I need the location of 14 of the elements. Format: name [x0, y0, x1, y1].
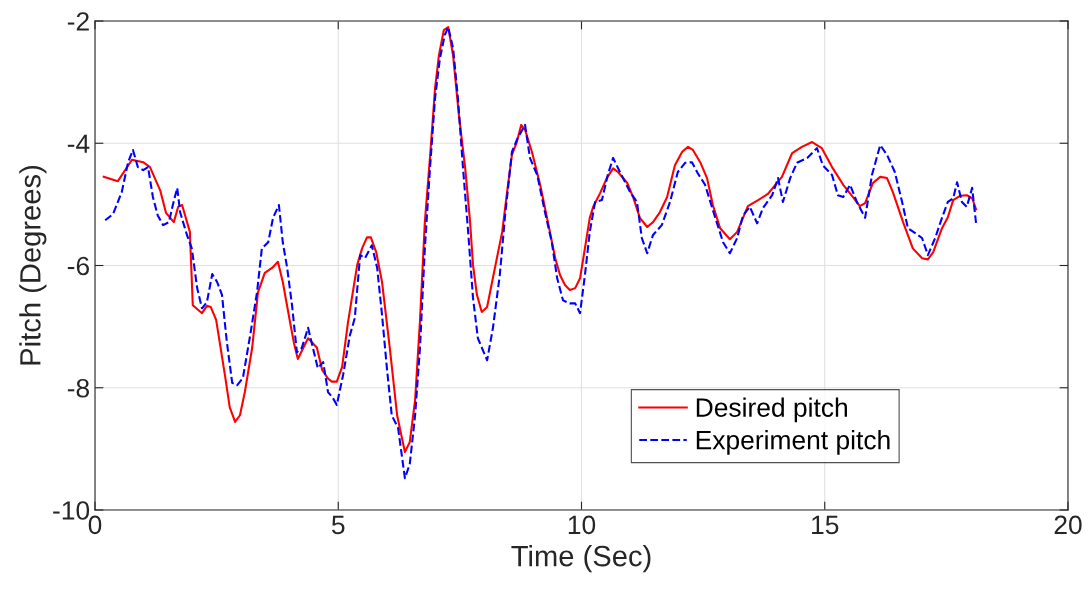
x-tick-label: 5 [331, 515, 345, 535]
y-tick-label: -6 [67, 256, 89, 276]
y-axis-title: Pitch (Degrees) [19, 166, 47, 365]
y-tick-label: -10 [53, 501, 90, 520]
y-tick-label: -4 [67, 134, 90, 153]
y-tick-label: -2 [67, 12, 89, 31]
legend-label: Desired pitch [696, 397, 847, 423]
x-tick-label: 10 [568, 515, 596, 535]
x-axis-title: Time (Sec) [511, 545, 651, 573]
x-tick-label: 0 [88, 515, 102, 535]
y-tick-label: -8 [67, 378, 89, 398]
x-tick-label: 15 [812, 515, 839, 535]
legend-label: Experiment pitch [696, 430, 890, 455]
x-tick-label: 20 [1054, 515, 1082, 535]
